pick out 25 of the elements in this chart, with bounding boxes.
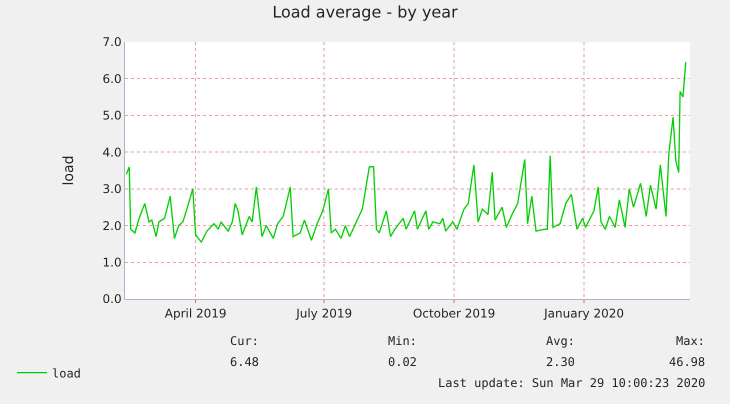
legend-label: load	[52, 366, 81, 380]
text: 46.98	[669, 355, 706, 369]
y-tick-label: 1.0	[102, 255, 122, 270]
y-tick-label: 6.0	[102, 72, 122, 86]
y-tick-label: 0.0	[102, 292, 122, 306]
text: 2.30	[546, 355, 575, 369]
text: Cur:	[230, 334, 259, 348]
chart-title: Load average - by year	[272, 2, 458, 22]
text: 6.48	[230, 355, 259, 369]
text: Min:	[388, 334, 417, 348]
y-tick-label: 7.0	[102, 35, 122, 50]
y-tick-label: 2.0	[102, 218, 122, 233]
y-tick-label: 5.0	[102, 108, 122, 123]
x-tick-label: January 2020	[543, 306, 624, 320]
text: Max:	[676, 334, 705, 348]
y-tick-label: 3.0	[102, 182, 122, 196]
text: Avg:	[546, 334, 575, 348]
y-axis-title: load	[61, 156, 78, 186]
x-tick-label: October 2019	[412, 306, 496, 320]
x-tick-label: April 2019	[164, 306, 227, 320]
line-series	[126, 62, 686, 243]
x-tick-label: July 2019	[295, 306, 352, 320]
text: 0.02	[388, 355, 417, 369]
y-tick-label: 4.0	[102, 145, 122, 160]
text: Last update: Sun Mar 29 10:00:23 2020	[438, 376, 706, 390]
